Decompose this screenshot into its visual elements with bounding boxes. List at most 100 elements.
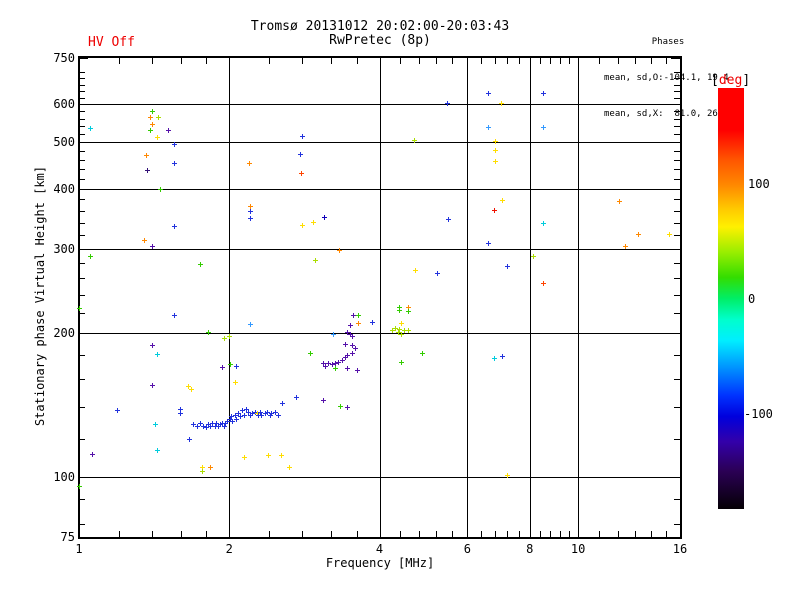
y-tick-label: 200 bbox=[53, 325, 75, 340]
y-minor-tick bbox=[79, 134, 85, 136]
data-point bbox=[87, 126, 93, 132]
data-point bbox=[219, 420, 225, 426]
data-point bbox=[194, 423, 200, 429]
data-point bbox=[154, 134, 160, 140]
data-point bbox=[320, 397, 326, 403]
y-minor-tick bbox=[79, 178, 85, 180]
y-major-tick bbox=[79, 332, 88, 334]
x-major-tick bbox=[529, 58, 531, 67]
data-point bbox=[171, 161, 177, 167]
x-minor-tick bbox=[666, 531, 667, 537]
data-point bbox=[345, 352, 351, 358]
y-minor-tick bbox=[674, 439, 680, 441]
data-point bbox=[218, 422, 224, 428]
x-minor-tick bbox=[651, 58, 653, 64]
data-point bbox=[412, 267, 418, 273]
data-point bbox=[352, 346, 358, 352]
y-minor-tick bbox=[674, 379, 680, 381]
y-minor-tick bbox=[674, 150, 680, 152]
x-tick-label: 16 bbox=[672, 542, 688, 556]
x-minor-tick bbox=[151, 531, 153, 537]
x-minor-tick bbox=[206, 58, 208, 64]
data-point bbox=[279, 400, 285, 406]
data-point bbox=[232, 412, 238, 418]
x-major-tick bbox=[379, 58, 381, 67]
data-point bbox=[345, 405, 351, 411]
x-tick-label: 8 bbox=[526, 542, 534, 556]
data-point bbox=[198, 261, 204, 267]
x-minor-tick bbox=[550, 531, 552, 537]
data-point bbox=[321, 215, 327, 221]
data-point bbox=[247, 412, 253, 418]
data-point bbox=[185, 383, 191, 389]
x-minor-tick bbox=[550, 58, 552, 64]
data-point bbox=[345, 329, 351, 335]
data-point bbox=[405, 327, 411, 333]
x-minor-tick bbox=[569, 531, 571, 537]
y-tick-label: 400 bbox=[53, 181, 75, 196]
y-tick-label: 600 bbox=[53, 97, 75, 112]
x-minor-tick bbox=[540, 531, 542, 537]
y-minor-tick bbox=[674, 84, 680, 86]
y-minor-tick bbox=[79, 97, 85, 99]
data-point bbox=[293, 395, 299, 400]
data-point bbox=[397, 304, 403, 310]
data-point bbox=[237, 414, 243, 420]
data-point bbox=[149, 243, 155, 249]
data-point bbox=[149, 109, 155, 115]
data-point bbox=[210, 420, 216, 426]
data-point bbox=[239, 408, 245, 414]
x-minor-tick bbox=[206, 531, 208, 537]
data-point bbox=[222, 420, 228, 426]
data-point bbox=[241, 412, 247, 418]
data-point bbox=[145, 168, 151, 174]
x-minor-tick bbox=[651, 531, 653, 537]
data-point bbox=[531, 253, 537, 259]
x-minor-tick bbox=[506, 58, 508, 64]
data-point bbox=[265, 453, 271, 459]
data-point bbox=[297, 152, 303, 158]
data-point bbox=[200, 423, 206, 429]
colorbar-tick-label: 0 bbox=[748, 291, 756, 306]
data-point bbox=[420, 350, 426, 356]
data-point bbox=[541, 221, 547, 227]
y-major-tick bbox=[79, 104, 88, 106]
y-minor-tick bbox=[674, 199, 680, 201]
gridline-horizontal bbox=[79, 104, 680, 106]
data-point bbox=[228, 362, 234, 368]
y-minor-tick bbox=[79, 199, 85, 201]
data-point bbox=[339, 357, 345, 363]
data-point bbox=[171, 141, 177, 147]
x-minor-tick bbox=[598, 531, 600, 537]
x-major-tick bbox=[229, 528, 231, 537]
data-point bbox=[205, 329, 211, 335]
data-point bbox=[392, 325, 398, 331]
x-major-tick bbox=[680, 528, 681, 537]
data-point bbox=[356, 313, 362, 319]
data-point bbox=[171, 313, 177, 319]
y-major-tick bbox=[671, 104, 680, 106]
colorbar-unit-label: [deg] bbox=[711, 73, 750, 88]
y-tick-label: 750 bbox=[53, 51, 75, 65]
x-minor-tick bbox=[481, 58, 483, 64]
data-point bbox=[89, 451, 95, 457]
x-minor-tick bbox=[666, 58, 667, 64]
data-point bbox=[347, 322, 353, 328]
data-point bbox=[398, 332, 404, 337]
phases-mean-o: mean, sd,O:-104.1, 19.4 bbox=[604, 73, 729, 83]
x-major-tick bbox=[229, 58, 231, 67]
data-point bbox=[492, 147, 498, 153]
data-point bbox=[444, 101, 450, 107]
data-point bbox=[199, 469, 205, 474]
data-point bbox=[229, 414, 235, 420]
data-point bbox=[541, 281, 547, 287]
y-major-tick bbox=[671, 477, 680, 479]
data-point bbox=[245, 409, 251, 415]
data-point bbox=[177, 406, 183, 412]
y-major-tick bbox=[671, 248, 680, 250]
data-point bbox=[500, 354, 506, 360]
x-minor-tick bbox=[560, 58, 562, 64]
data-point bbox=[225, 418, 231, 424]
data-point bbox=[243, 406, 249, 412]
data-point bbox=[349, 334, 355, 340]
